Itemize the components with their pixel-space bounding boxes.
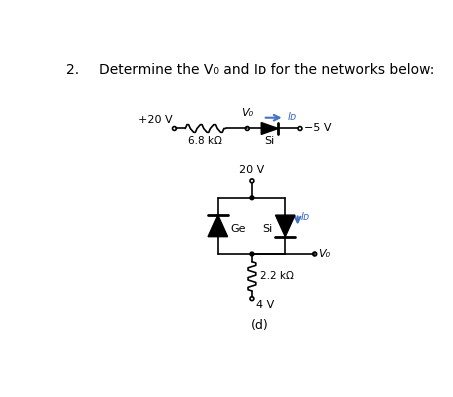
- Text: Ge: Ge: [230, 224, 246, 234]
- Text: V₀: V₀: [318, 249, 331, 259]
- Text: 4 V: 4 V: [256, 300, 274, 310]
- Text: Si: Si: [263, 224, 273, 234]
- Circle shape: [250, 252, 254, 256]
- Text: 2.2 kΩ: 2.2 kΩ: [260, 271, 294, 281]
- Polygon shape: [208, 215, 227, 237]
- Text: +20 V: +20 V: [138, 115, 173, 125]
- Polygon shape: [275, 215, 295, 237]
- Text: 20 V: 20 V: [239, 165, 265, 175]
- Circle shape: [250, 196, 254, 200]
- Text: 2.: 2.: [66, 63, 79, 77]
- Text: Determine the V₀ and Iᴅ for the networks below:: Determine the V₀ and Iᴅ for the networks…: [99, 63, 434, 77]
- Text: −5 V: −5 V: [304, 123, 331, 133]
- Text: V₀: V₀: [241, 108, 253, 118]
- Text: (d): (d): [251, 319, 268, 331]
- Text: Iᴅ: Iᴅ: [301, 212, 310, 222]
- Text: 6.8 kΩ: 6.8 kΩ: [188, 136, 222, 146]
- Text: Si: Si: [265, 136, 275, 146]
- Polygon shape: [261, 123, 278, 135]
- Text: Iᴅ: Iᴅ: [288, 112, 297, 122]
